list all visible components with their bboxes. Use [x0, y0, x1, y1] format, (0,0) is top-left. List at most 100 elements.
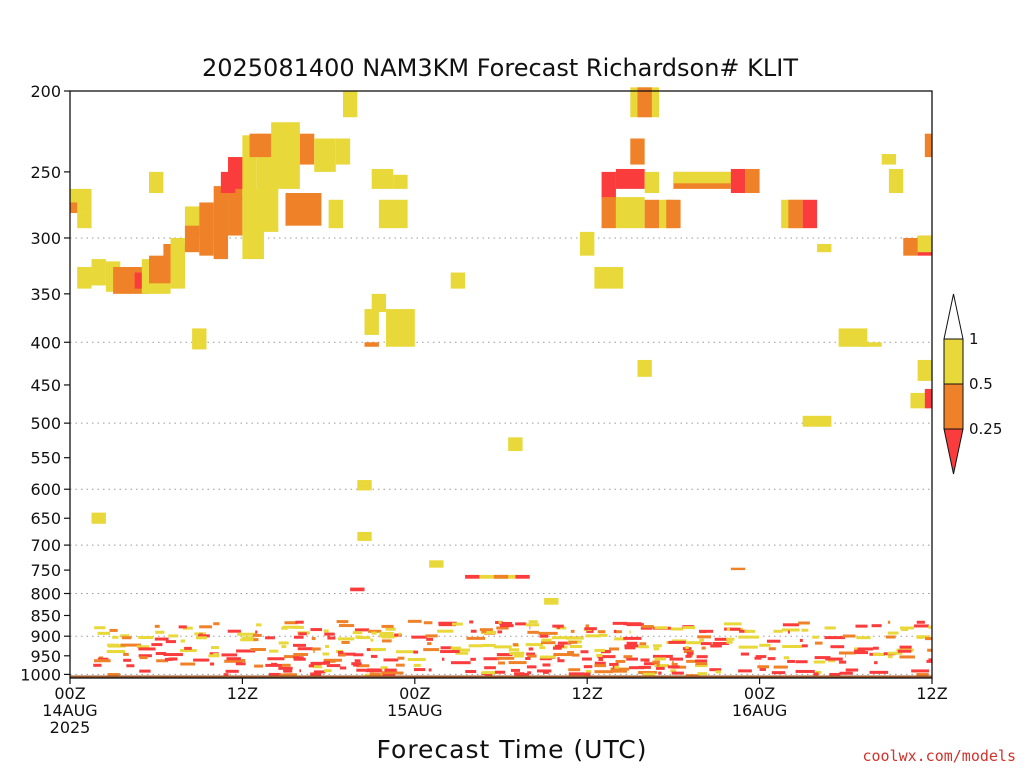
ri-cell	[429, 560, 444, 568]
low-level-streak	[265, 663, 283, 667]
low-level-streak	[795, 669, 815, 673]
low-level-streak	[428, 668, 432, 672]
low-level-streak	[528, 620, 538, 624]
low-level-streak	[773, 665, 788, 669]
low-level-streak	[824, 626, 836, 630]
colorbar-label: 0.5	[969, 375, 993, 393]
plot-background	[70, 91, 932, 678]
low-level-streak	[407, 657, 426, 661]
low-level-streak	[640, 626, 653, 630]
ri-cell	[544, 598, 559, 605]
low-level-streak	[671, 671, 684, 675]
y-tick-label: 1000	[20, 665, 61, 684]
low-level-streak	[899, 645, 912, 649]
low-level-streak	[754, 656, 762, 660]
low-level-streak	[557, 641, 571, 645]
low-level-streak	[451, 649, 460, 653]
low-level-streak	[338, 650, 344, 654]
ri-cell	[601, 197, 616, 229]
low-level-streaks	[93, 619, 932, 678]
y-tick-label: 400	[30, 333, 61, 352]
low-level-streak	[295, 620, 304, 624]
low-level-streak	[440, 650, 452, 654]
low-level-streak	[795, 660, 808, 664]
ri-cell	[673, 171, 731, 184]
low-level-streak	[93, 663, 102, 667]
low-level-streak	[323, 660, 331, 664]
low-level-streak	[672, 661, 674, 665]
low-level-streak	[278, 641, 289, 645]
low-level-streak	[255, 630, 258, 634]
low-level-streak	[624, 644, 639, 648]
low-level-streak	[108, 644, 126, 648]
low-level-streak	[639, 642, 647, 646]
low-level-streak	[254, 664, 264, 668]
low-level-streak	[281, 645, 287, 649]
low-level-streak	[874, 661, 878, 665]
low-level-streak	[916, 620, 925, 624]
low-level-streak	[383, 658, 399, 662]
low-level-streak	[293, 625, 304, 629]
low-level-streak	[496, 653, 513, 657]
low-level-streak	[845, 654, 847, 658]
y-tick-label: 250	[30, 163, 61, 182]
low-level-streak	[226, 657, 241, 661]
low-level-streak	[829, 672, 841, 676]
low-level-streak	[370, 638, 374, 642]
low-level-streak	[585, 670, 592, 674]
low-level-streak	[642, 672, 656, 676]
low-level-streak	[897, 649, 912, 653]
low-level-streak	[279, 673, 295, 677]
low-level-streak	[667, 665, 680, 669]
y-tick-label: 750	[30, 561, 61, 580]
low-level-streak	[465, 670, 477, 674]
low-level-streak	[468, 644, 483, 648]
low-level-streak	[839, 671, 853, 675]
ri-cell	[802, 415, 832, 427]
low-level-streak	[356, 664, 370, 668]
low-level-streak	[94, 626, 106, 630]
low-level-streak	[715, 670, 721, 674]
low-level-streak	[508, 648, 520, 652]
low-level-streak	[353, 653, 364, 657]
low-level-streak	[552, 624, 564, 628]
low-level-streak	[540, 641, 556, 645]
low-level-streak	[469, 620, 474, 624]
low-level-streak	[106, 650, 126, 654]
low-level-streak	[526, 652, 536, 656]
ri-cell	[881, 154, 897, 165]
low-level-streak	[381, 639, 392, 643]
low-level-streak	[568, 640, 578, 644]
low-level-streak	[682, 626, 696, 630]
ri-cell	[508, 437, 523, 452]
low-level-streak	[596, 653, 603, 657]
low-level-streak	[641, 625, 654, 629]
low-level-streak	[583, 672, 591, 676]
low-level-streak	[155, 630, 165, 634]
low-level-streak	[855, 624, 868, 628]
low-level-streak	[695, 662, 708, 666]
ri-cell	[817, 243, 832, 253]
low-level-streak	[483, 657, 500, 661]
low-level-streak	[696, 655, 708, 659]
low-level-streak	[614, 665, 620, 669]
ri-cell	[644, 171, 660, 194]
ri-cell	[199, 202, 214, 256]
low-level-streak	[382, 673, 396, 677]
low-level-streak	[394, 633, 402, 637]
low-level-streak	[885, 635, 896, 639]
low-level-streak	[440, 646, 453, 650]
low-level-streak	[311, 637, 316, 641]
low-level-streak	[854, 651, 869, 655]
low-level-streak	[757, 665, 770, 669]
low-level-streak	[928, 658, 932, 662]
low-level-streak	[568, 672, 585, 676]
y-tick-label: 700	[30, 536, 61, 555]
ri-cell	[580, 231, 595, 256]
low-level-streak	[697, 635, 712, 639]
ri-cell	[357, 480, 372, 491]
low-level-streak	[914, 624, 929, 628]
ri-cell	[924, 388, 932, 409]
low-level-streak	[670, 669, 677, 673]
low-level-streak	[527, 630, 539, 634]
